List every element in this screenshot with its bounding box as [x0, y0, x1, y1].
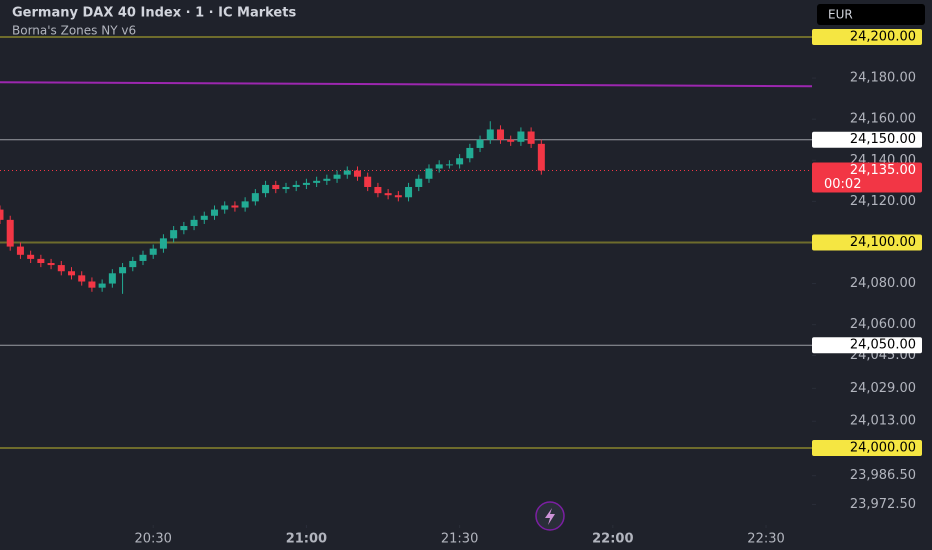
symbol-title[interactable]: Germany DAX 40 Index · 1 · IC Markets [12, 6, 296, 21]
candle-body [129, 260, 137, 268]
candle-body [200, 215, 208, 220]
level-label: 24,100.00 [850, 235, 916, 250]
candle-body [333, 174, 341, 179]
candle-body [251, 193, 259, 202]
candle-body [466, 147, 474, 159]
candle-body [231, 205, 239, 208]
candle-body [313, 180, 321, 183]
price-countdown: 00:02 [824, 177, 861, 192]
y-tick-label: 24,180.00 [850, 71, 916, 86]
level-label-box [812, 439, 922, 456]
candle-body [190, 219, 198, 227]
candle-body [517, 131, 525, 142]
candle-body [292, 184, 300, 187]
candle-body [0, 209, 4, 220]
level-label-box [812, 131, 922, 148]
candle-body [272, 184, 280, 190]
candle-body [16, 246, 24, 255]
y-tick-label: 24,029.00 [850, 381, 916, 396]
candle-body [6, 219, 14, 247]
candle-body [435, 164, 443, 169]
y-tick-label: 24,013.00 [850, 414, 916, 429]
candle-body [262, 184, 270, 194]
candle-body [210, 209, 218, 216]
x-tick-label: 20:30 [134, 532, 171, 547]
candle-body [282, 186, 290, 190]
candle-body [537, 143, 545, 171]
candle-body [27, 254, 35, 259]
candle-body [108, 273, 116, 284]
x-tick-label: 22:30 [747, 532, 784, 547]
candle-body [394, 195, 402, 198]
candle-body [139, 254, 147, 261]
y-tick-label: 24,120.00 [850, 194, 916, 209]
candle-body [67, 271, 75, 276]
price-label-box [812, 162, 922, 193]
currency-button[interactable] [817, 4, 925, 25]
candle-body [486, 129, 494, 140]
candle-body [241, 201, 249, 208]
y-tick-label: 24,060.00 [850, 317, 916, 332]
candle-body [221, 205, 229, 210]
x-tick-label: 21:30 [441, 532, 478, 547]
candle-body [415, 178, 423, 187]
currency-label[interactable]: EUR [828, 8, 853, 22]
x-tick-label: 21:00 [286, 532, 327, 547]
price-label: 24,135.00 [850, 163, 916, 178]
candle-body [98, 283, 106, 288]
level-label-box [812, 234, 922, 251]
candle-body [476, 139, 484, 148]
candle-body [57, 265, 65, 272]
candle-body [384, 193, 392, 196]
candle-body [119, 267, 127, 274]
level-label: 24,200.00 [850, 29, 916, 44]
candle-body [374, 186, 382, 194]
level-label: 24,050.00 [850, 338, 916, 353]
candle-body [425, 168, 433, 179]
y-tick-label: 23,986.50 [850, 468, 916, 483]
candle-body [37, 258, 45, 264]
candle-body [496, 129, 504, 140]
x-tick-label: 22:00 [592, 532, 633, 547]
level-label-box [812, 337, 922, 354]
candle-body [527, 131, 535, 144]
candle-body [445, 164, 453, 166]
candle-body [47, 263, 55, 266]
plot-area [0, 35, 813, 449]
candle-body [180, 226, 188, 231]
icon-bolt[interactable] [545, 508, 555, 525]
candle-body [405, 186, 413, 198]
level-label-box [812, 28, 922, 45]
candle-body [149, 248, 157, 255]
candle-body [364, 176, 372, 187]
replay-icon[interactable] [535, 501, 565, 531]
level-label: 24,150.00 [850, 132, 916, 147]
indicator-name[interactable]: Borna's Zones NY v6 [12, 24, 136, 38]
candle-body [343, 170, 351, 175]
y-tick-label: 24,160.00 [850, 112, 916, 127]
candle-body [323, 178, 331, 181]
candle-body [159, 238, 167, 249]
trend-line [0, 81, 813, 88]
y-tick-label: 23,972.50 [850, 497, 916, 512]
candle-body [88, 281, 96, 288]
candle-body [170, 230, 178, 239]
level-label: 24,000.00 [850, 440, 916, 455]
candle-body [507, 139, 515, 142]
candle-body [302, 182, 310, 185]
candle-body [353, 170, 361, 177]
y-tick-label: 24,080.00 [850, 276, 916, 291]
candle-body [456, 158, 464, 165]
candle-body [78, 275, 86, 282]
